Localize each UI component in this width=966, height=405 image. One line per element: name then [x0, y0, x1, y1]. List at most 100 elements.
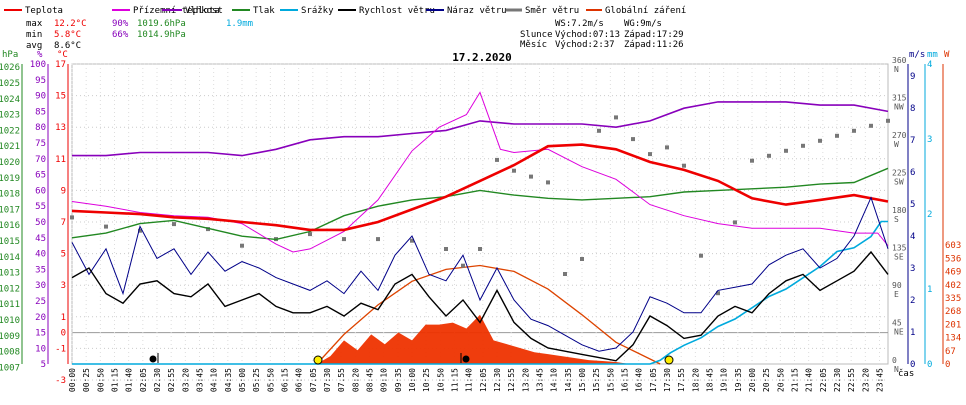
axis-unit-pct: %	[37, 50, 43, 60]
hpa-tick-label: 1025	[0, 79, 20, 89]
x-tick-label: 22:30	[833, 368, 842, 392]
x-tick-label: 23:20	[861, 368, 870, 392]
x-tick-label: 03:20	[181, 368, 190, 392]
wind-speed-line	[71, 250, 889, 362]
series-layer	[70, 91, 890, 365]
hpa-tick-label: 1019	[0, 174, 20, 184]
stat-max-hum: 90%	[112, 19, 129, 29]
dir-tick-deg: 135	[892, 244, 907, 253]
wind-direction-point	[631, 137, 635, 142]
hpa-tick-label: 1020	[0, 158, 20, 168]
wind-direction-point	[682, 163, 686, 168]
x-tick-label: 12:05	[479, 368, 488, 392]
stat-avg-label: avg	[26, 41, 42, 51]
dir-tick-deg: 315	[892, 94, 907, 103]
pressure-line	[71, 167, 889, 241]
dir-tick-label: S	[894, 215, 899, 224]
x-tick-label: 17:30	[663, 368, 672, 392]
legend-item-wind-direction: Směr větru	[506, 6, 579, 16]
wind-direction-point	[886, 118, 890, 123]
x-tick-label: 12:55	[507, 368, 516, 392]
dir-tick-deg: 270	[892, 131, 907, 140]
hpa-tick-label: 1007	[0, 363, 20, 373]
info-sun-set: Západ:17:29	[624, 30, 684, 40]
wind-direction-point	[461, 263, 465, 268]
wind-direction-point	[240, 243, 244, 248]
stat-max-press: 1019.6hPa	[137, 19, 186, 29]
x-tick-label: 22:55	[847, 368, 856, 392]
x-tick-label: 01:40	[125, 368, 134, 392]
w-tick-label: 469	[945, 268, 961, 278]
degc-tick-label: 17	[55, 60, 66, 70]
w-tick-label: 268	[945, 307, 961, 317]
dir-tick-label: NE	[894, 328, 904, 337]
wind-direction-point	[308, 232, 312, 237]
x-axis-label: čas	[898, 368, 914, 379]
hpa-tick-label: 1013	[0, 269, 20, 279]
wind-direction-point	[138, 228, 142, 233]
x-tick-label: 14:10	[550, 368, 559, 392]
w-tick-label: 402	[945, 281, 961, 291]
wind-direction-point	[767, 153, 771, 158]
x-tick-label: 08:45	[366, 368, 375, 392]
pct-tick-label: 10	[35, 344, 46, 354]
axis-unit-degc: °C	[57, 50, 68, 60]
axis-unit-w: W	[944, 50, 950, 60]
x-tick-label: 15:50	[606, 368, 615, 392]
degc-tick-label: 5	[61, 250, 66, 260]
sunset-marker	[664, 355, 674, 365]
x-tick-label: 22:05	[819, 368, 828, 392]
stat-avg-temp: 8.6°C	[54, 41, 81, 51]
dir-tick-deg: 0	[892, 356, 897, 365]
hpa-tick-label: 1021	[0, 142, 20, 152]
pct-tick-label: 15	[35, 329, 46, 339]
pct-tick-label: 55	[35, 202, 46, 212]
info-sun-rise: Východ:07:13	[555, 30, 620, 40]
sunrise-marker	[313, 355, 323, 365]
info-moon-set: Západ:11:26	[624, 40, 684, 50]
pct-tick-label: 90	[35, 92, 46, 102]
wind-direction-point	[614, 115, 618, 120]
hpa-tick-label: 1024	[0, 95, 20, 105]
wind-direction-point	[563, 272, 567, 276]
x-tick-label: 17:55	[677, 368, 686, 392]
degc-tick-label: 15	[55, 92, 66, 102]
wind-direction-point	[529, 174, 533, 179]
wind-direction-point	[410, 238, 414, 243]
legend-item-humidity: Vlhkost	[162, 6, 223, 16]
x-tick-label: 07:55	[337, 368, 346, 392]
wind-direction-point	[104, 224, 108, 229]
x-tick-label: 02:05	[139, 368, 148, 392]
mm-tick-label: 4	[927, 60, 932, 70]
wind-direction-point	[342, 237, 346, 242]
ms-tick-label: 6	[910, 168, 915, 178]
wind-direction-point	[546, 180, 550, 185]
pct-tick-label: 50	[35, 218, 46, 228]
degc-tick-label: 13	[55, 123, 66, 133]
pct-tick-label: 60	[35, 186, 46, 196]
hpa-tick-label: 1017	[0, 205, 20, 215]
x-tick-label: 11:15	[451, 368, 460, 392]
legend-item-radiation: Globální záření	[586, 6, 686, 16]
stat-min-hum: 66%	[112, 30, 129, 40]
legend-label-wind-speed: Rychlost větru	[359, 6, 435, 16]
dir-tick-label: SE	[894, 253, 904, 262]
w-tick-label: 603	[945, 241, 961, 251]
hpa-tick-label: 1016	[0, 221, 20, 231]
x-tick-label: 08:20	[351, 368, 360, 392]
x-tick-label: 16:40	[635, 368, 644, 392]
stat-max-rain: 1.9mm	[226, 19, 253, 29]
pct-tick-label: 100	[30, 60, 46, 70]
legend-item-rain: Srážky	[280, 6, 334, 16]
dir-tick-deg: 45	[892, 319, 902, 328]
wind-direction-point	[750, 158, 754, 163]
legend-label-wind-gust: Náraz větru	[447, 6, 507, 16]
dir-tick-label: W	[894, 140, 899, 149]
hpa-tick-label: 1018	[0, 190, 20, 200]
moonrise-marker	[149, 355, 157, 363]
x-tick-label: 07:05	[309, 368, 318, 392]
stat-max-temp: 12.2°C	[54, 19, 87, 29]
pct-tick-label: 30	[35, 281, 46, 291]
x-tick-label: 10:25	[422, 368, 431, 392]
